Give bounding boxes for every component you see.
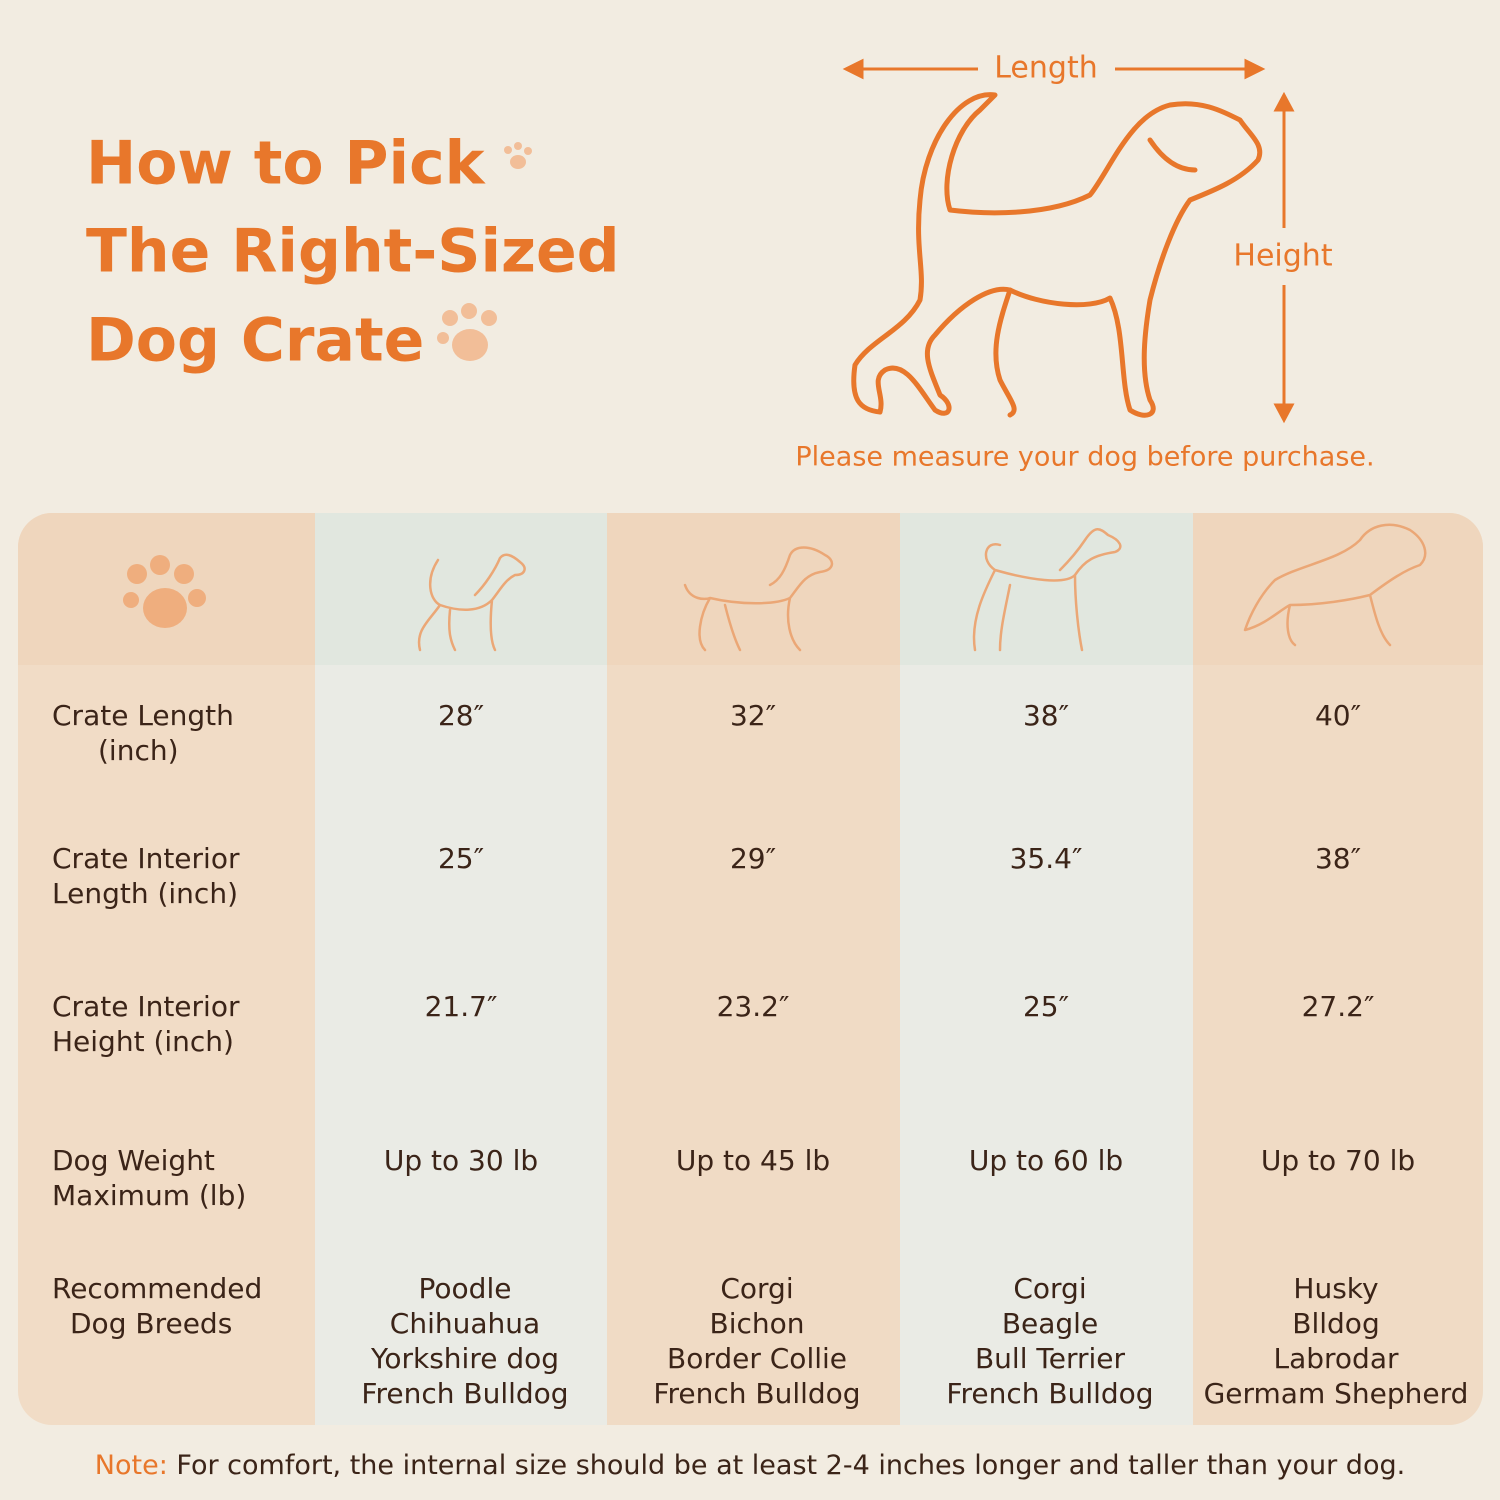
note-text: For comfort, the internal size should be…: [168, 1450, 1405, 1481]
note: Note: For comfort, the internal size sho…: [95, 1450, 1405, 1481]
breed: French Bulldog: [946, 1377, 1153, 1410]
cell: Up to 70 lb: [1261, 1144, 1415, 1177]
paw-icon: [123, 555, 206, 628]
row-label: Height (inch): [52, 1025, 234, 1058]
row-label: Dog Weight: [52, 1144, 215, 1177]
title-line: How to Pick: [86, 129, 487, 199]
dog-outline: [851, 92, 1263, 418]
cell: 32″: [730, 699, 776, 732]
cell: 28″: [438, 699, 484, 732]
breed: Husky: [1293, 1272, 1378, 1305]
title-line: Dog Crate: [86, 306, 424, 376]
breed: French Bulldog: [361, 1377, 568, 1410]
breed: Bichon: [709, 1307, 804, 1340]
dog-outline: [993, 137, 1198, 418]
cell: 38″: [1023, 699, 1069, 732]
breed: Poodle: [419, 1272, 512, 1305]
breed: Germam Shepherd: [1204, 1377, 1469, 1410]
note-label: Note:: [95, 1450, 168, 1481]
breed: Beagle: [1002, 1307, 1098, 1340]
cell: 40″: [1315, 699, 1361, 732]
row-label: Dog Breeds: [70, 1307, 232, 1340]
row-label: (inch): [98, 734, 179, 767]
dog-icon: [683, 546, 834, 652]
breed: Corgi: [720, 1272, 793, 1305]
cell: 25″: [1023, 990, 1069, 1023]
row-label: Crate Interior: [52, 842, 240, 875]
breed: Yorkshire dog: [370, 1342, 559, 1375]
height-label: Height: [1233, 239, 1332, 274]
row-label: Crate Interior: [52, 990, 240, 1023]
cell: 29″: [730, 842, 776, 875]
breed: Blldog: [1292, 1307, 1379, 1340]
row-label: Maximum (lb): [52, 1179, 246, 1212]
height-arrow: [1273, 91, 1295, 424]
cell: 27.2″: [1302, 990, 1375, 1023]
breed: Bull Terrier: [975, 1342, 1126, 1375]
breed: Labrodar: [1273, 1342, 1398, 1375]
paw-icon: [437, 142, 532, 361]
row-label: Crate Length: [52, 699, 234, 732]
cell: 23.2″: [717, 990, 790, 1023]
row-label: Recommended: [52, 1272, 262, 1305]
cell: Up to 30 lb: [384, 1144, 538, 1177]
length-arrow: [842, 58, 1266, 80]
cell: 21.7″: [425, 990, 498, 1023]
breed: Border Collie: [667, 1342, 847, 1375]
dog-icon: [1243, 523, 1427, 647]
breed: Corgi: [1013, 1272, 1086, 1305]
length-label: Length: [994, 51, 1097, 86]
row-label: Length (inch): [52, 877, 238, 910]
breed: Chihuahua: [390, 1307, 540, 1340]
dog-icon: [417, 553, 526, 652]
caption: Please measure your dog before purchase.: [795, 442, 1374, 473]
dog-icon: [972, 528, 1122, 652]
cell: Up to 60 lb: [969, 1144, 1123, 1177]
cell: 35.4″: [1010, 842, 1083, 875]
cell: 38″: [1315, 842, 1361, 875]
cell: 25″: [438, 842, 484, 875]
table-bg: [18, 513, 1483, 1425]
title-line: The Right-Sized: [86, 217, 620, 287]
cell: Up to 45 lb: [676, 1144, 830, 1177]
breed: French Bulldog: [653, 1377, 860, 1410]
